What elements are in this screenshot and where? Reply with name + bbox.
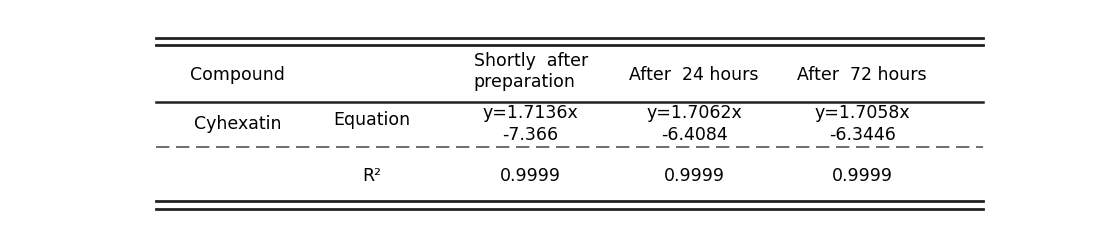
Text: R²: R² <box>362 167 381 185</box>
Text: -7.366: -7.366 <box>502 126 559 144</box>
Text: 0.9999: 0.9999 <box>663 167 724 185</box>
Text: 0.9999: 0.9999 <box>832 167 892 185</box>
Text: After  72 hours: After 72 hours <box>798 66 927 84</box>
Text: After  24 hours: After 24 hours <box>630 66 759 84</box>
Text: y=1.7062x: y=1.7062x <box>647 104 742 122</box>
Text: Shortly  after
preparation: Shortly after preparation <box>473 52 588 91</box>
Text: -6.3446: -6.3446 <box>829 126 895 144</box>
Text: Cyhexatin: Cyhexatin <box>194 115 282 133</box>
Text: 0.9999: 0.9999 <box>500 167 561 185</box>
Text: y=1.7058x: y=1.7058x <box>814 104 910 122</box>
Text: Equation: Equation <box>333 112 410 129</box>
Text: -6.4084: -6.4084 <box>661 126 728 144</box>
Text: Compound: Compound <box>190 66 286 84</box>
Text: y=1.7136x: y=1.7136x <box>483 104 579 122</box>
